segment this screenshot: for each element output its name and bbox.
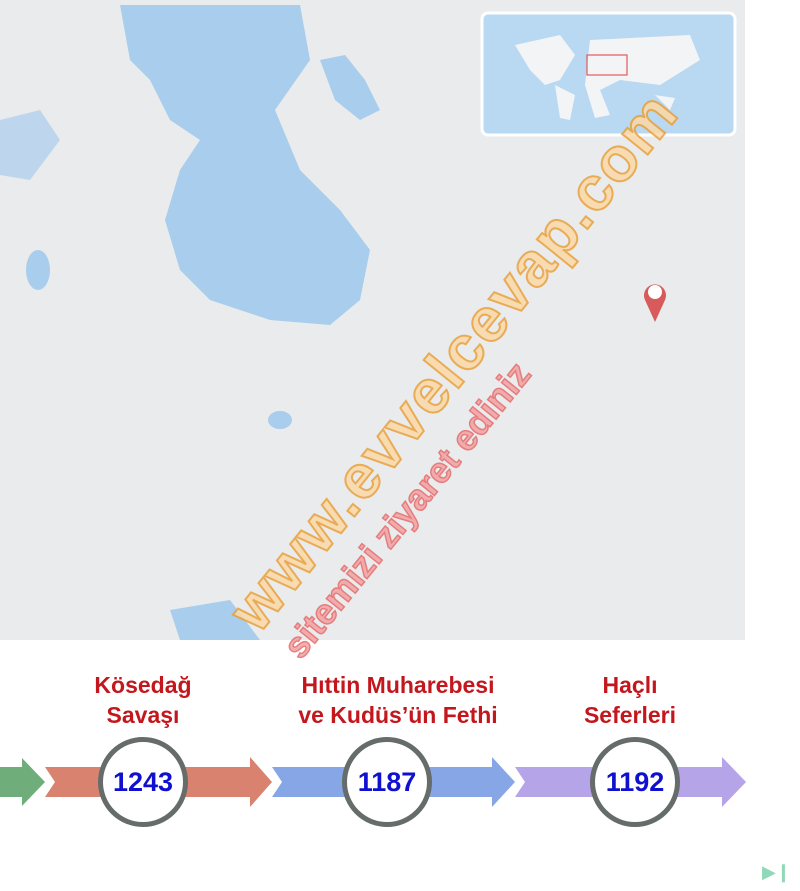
lake-van (268, 411, 292, 429)
lake-urmia (26, 250, 50, 290)
year-circle-kosedag[interactable]: 1243 (98, 737, 188, 827)
event-label-hacli: Haçlı Seferleri (583, 672, 677, 728)
arrow-previous (0, 758, 45, 806)
inset-highlight-box (586, 54, 628, 76)
year-circle-hittin[interactable]: 1187 (342, 737, 432, 827)
next-page-icon[interactable]: ▶❙ (762, 862, 791, 882)
location-pin-icon (644, 284, 666, 322)
persian-gulf (170, 600, 260, 640)
aral-sea (320, 55, 380, 120)
event-label-kosedag: Kösedağ Savaşı (94, 672, 192, 728)
event-label-hittin: Hıttin Muharebesi ve Kudüs’ün Fethi (298, 672, 498, 728)
year-circle-hacli[interactable]: 1192 (590, 737, 680, 827)
caspian-sea (120, 5, 370, 325)
physical-map (0, 0, 745, 640)
black-sea-edge (0, 110, 60, 180)
